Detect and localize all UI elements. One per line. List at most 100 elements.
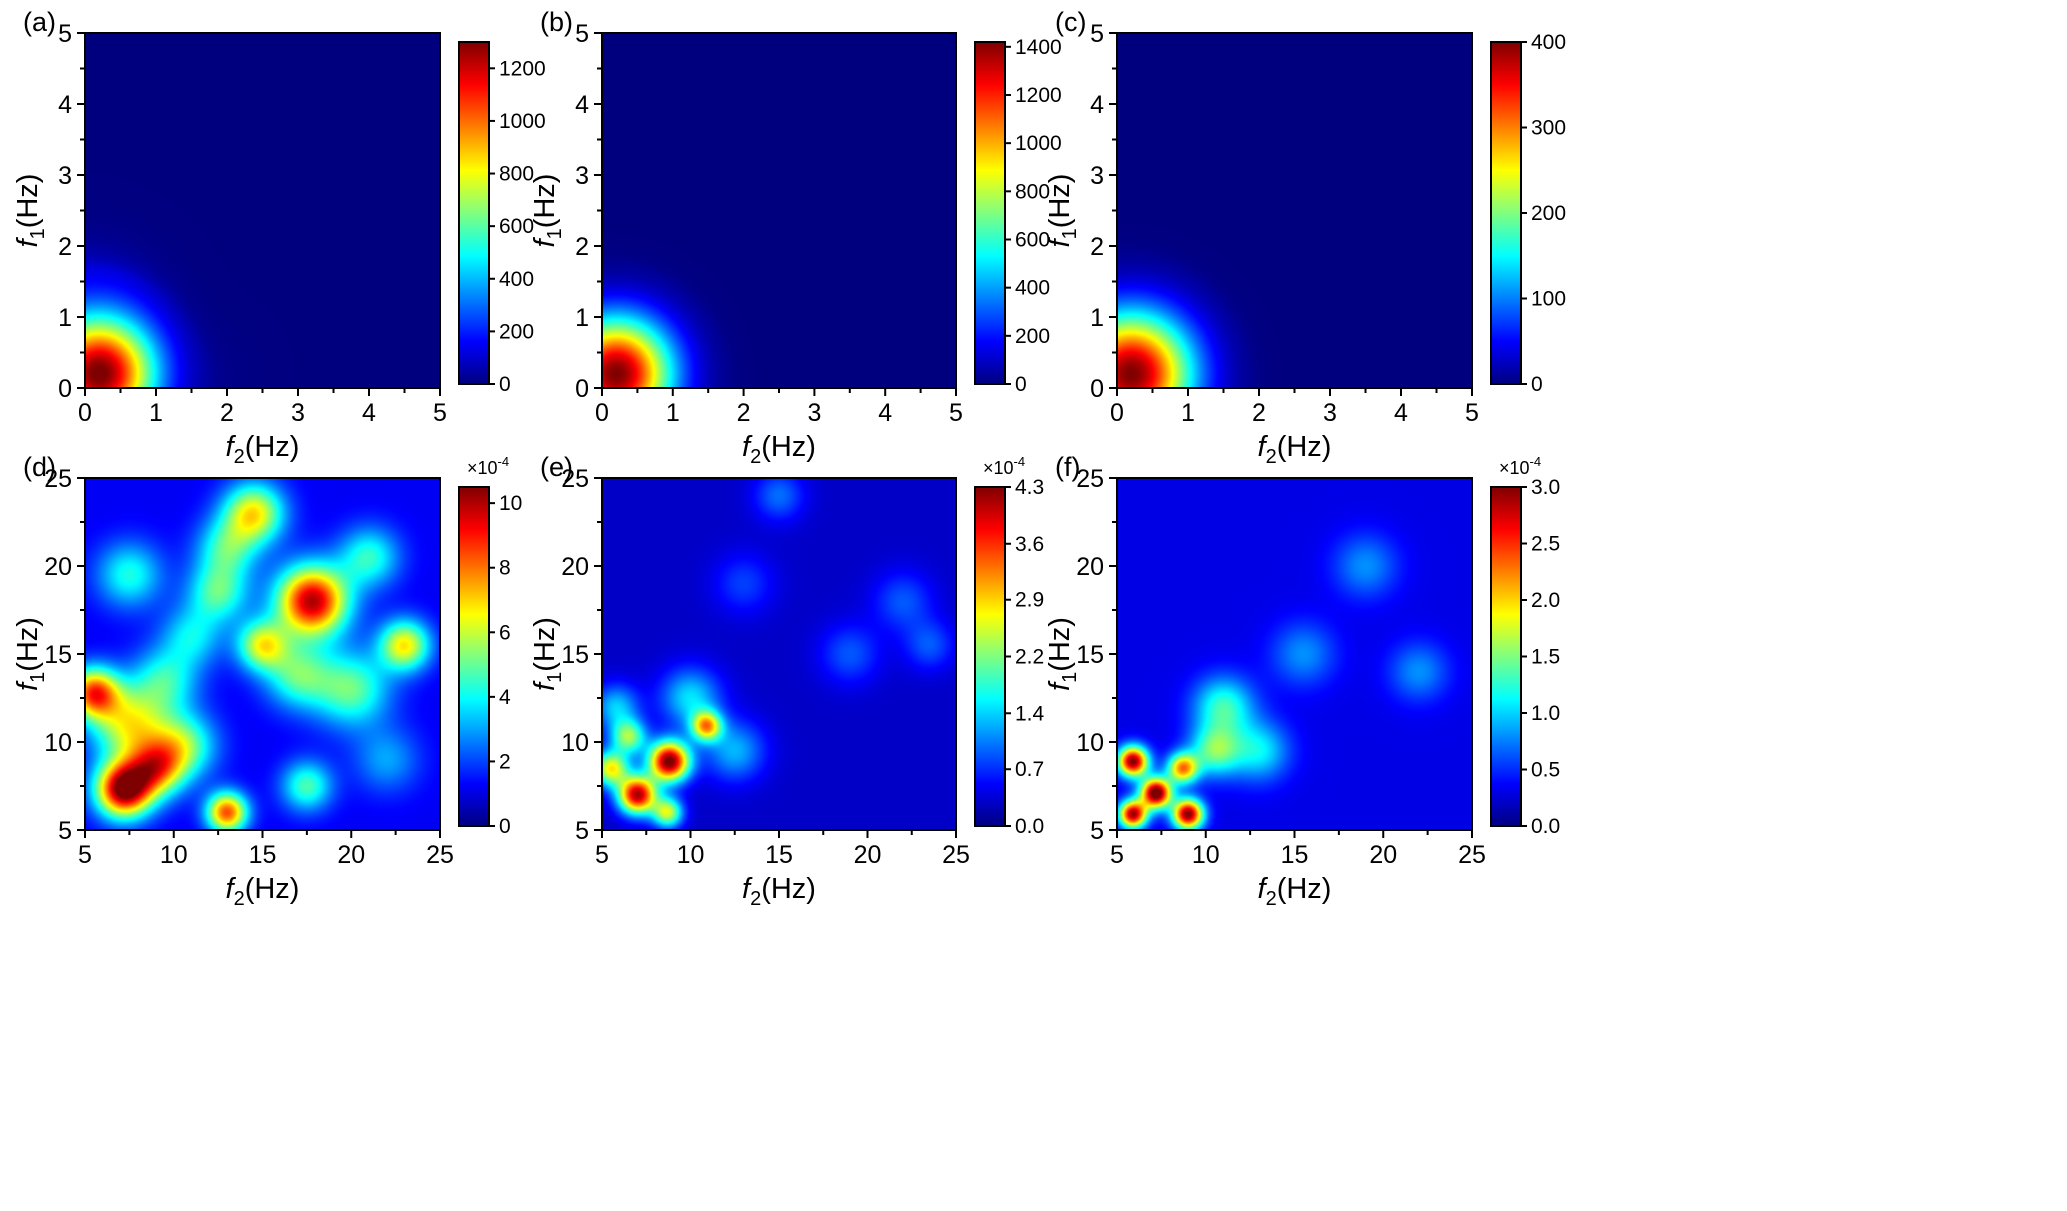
y-axis-title: f1(Hz) <box>12 174 49 248</box>
y-axis-sub: 1 <box>1059 228 1081 239</box>
y-tick-label: 4 <box>575 91 589 119</box>
colorbar-frame <box>458 41 490 385</box>
heatmap-image <box>602 33 956 388</box>
x-axis-sub: 2 <box>234 446 245 468</box>
y-tick-label: 15 <box>44 641 72 669</box>
colorbar-tick-label: 800 <box>499 163 534 186</box>
y-axis-sub: 1 <box>1059 672 1081 683</box>
x-tick-label: 5 <box>1465 399 1479 427</box>
colorbar-tick-label: 10 <box>499 492 522 515</box>
y-tick-label: 20 <box>1076 553 1104 581</box>
panel-label: (d) <box>23 452 56 482</box>
x-tick-label: 5 <box>78 841 92 869</box>
y-tick-label: 5 <box>1090 20 1104 48</box>
x-tick-label: 20 <box>1369 841 1397 869</box>
x-tick-label: 15 <box>765 841 793 869</box>
y-axis-unit: (Hz) <box>12 617 44 672</box>
x-axis-var: f <box>1258 431 1269 463</box>
x-tick-label: 2 <box>1252 399 1266 427</box>
y-tick-label: 15 <box>1076 641 1104 669</box>
x-tick-label: 4 <box>362 399 376 427</box>
colorbar-tick-label: 400 <box>499 268 534 291</box>
x-tick-label: 10 <box>1192 841 1220 869</box>
x-axis-title: f2(Hz) <box>1258 873 1332 910</box>
colorbar-tick-label: 0.0 <box>1015 815 1044 838</box>
colorbar <box>1491 42 1521 384</box>
colorbar-frame <box>458 486 490 827</box>
heatmap-image <box>85 478 440 830</box>
y-axis-unit: (Hz) <box>529 174 561 229</box>
y-tick-label: 4 <box>1090 91 1104 119</box>
x-axis-title: f2(Hz) <box>742 873 816 910</box>
x-tick-label: 2 <box>220 399 234 427</box>
colorbar-tick-label: 600 <box>499 215 534 238</box>
panel-5: 5 10 15 20 25510152025f2(Hz)f1(Hz)(e)0.00.71… <box>529 452 1045 910</box>
x-tick-label: 1 <box>666 399 680 427</box>
y-tick-label: 20 <box>561 553 589 581</box>
y-tick-label: 2 <box>1090 233 1104 261</box>
colorbar-tick-label: 0 <box>499 373 511 396</box>
x-axis-var: f <box>1258 873 1269 905</box>
y-tick-label: 2 <box>58 233 72 261</box>
y-tick-label: 15 <box>561 641 589 669</box>
y-axis-unit: (Hz) <box>529 617 561 672</box>
panel-label: (c) <box>1055 7 1086 37</box>
colorbar-tick-label: 400 <box>1015 277 1050 300</box>
y-axis-var: f <box>12 236 44 247</box>
y-axis-sub: 1 <box>27 228 49 239</box>
x-axis-sub: 2 <box>750 888 761 910</box>
x-axis-unit: (Hz) <box>245 873 300 905</box>
colorbar-frame <box>974 41 1006 385</box>
x-tick-label: 25 <box>1458 841 1486 869</box>
x-tick-label: 1 <box>149 399 163 427</box>
y-tick-label: 4 <box>58 91 72 119</box>
colorbar-tick-label: 0 <box>1531 373 1543 396</box>
x-tick-label: 0 <box>595 399 609 427</box>
panel-label: (f) <box>1055 452 1080 482</box>
x-tick-label: 0 <box>78 399 92 427</box>
y-axis-var: f <box>529 236 561 247</box>
colorbar-tick-label: 0.0 <box>1531 815 1560 838</box>
x-tick-label: 20 <box>854 841 882 869</box>
colorbar-tick-label: 1200 <box>1015 84 1062 107</box>
panel-4: 5 10 15 20 25510152025f2(Hz)f1(Hz)(d)0246810… <box>12 452 522 910</box>
x-tick-label: 3 <box>1323 399 1337 427</box>
y-axis-sub: 1 <box>27 672 49 683</box>
y-tick-label: 5 <box>58 817 72 845</box>
colorbar-tick-label: 1.5 <box>1531 646 1560 669</box>
x-tick-label: 5 <box>595 841 609 869</box>
y-tick-label: 1 <box>575 304 589 332</box>
colorbar-tick-label: 2 <box>499 750 511 773</box>
y-tick-label: 0 <box>1090 375 1104 403</box>
heatmap-image <box>1117 478 1472 830</box>
x-tick-label: 15 <box>249 841 277 869</box>
colorbar-tick-label: 3.0 <box>1531 476 1560 499</box>
colorbar-tick-label: 100 <box>1531 288 1566 311</box>
panel-label: (e) <box>540 452 573 482</box>
colorbar-tick-label: 1.0 <box>1531 702 1560 725</box>
x-tick-label: 0 <box>1110 399 1124 427</box>
y-axis-title: f1(Hz) <box>1044 174 1081 248</box>
y-axis-var: f <box>529 680 561 691</box>
colorbar-tick-label: 600 <box>1015 228 1050 251</box>
x-tick-label: 5 <box>949 399 963 427</box>
y-tick-label: 10 <box>44 729 72 757</box>
y-tick-label: 25 <box>44 465 72 493</box>
y-tick-label: 3 <box>58 162 72 190</box>
heatmap-image <box>85 33 440 388</box>
colorbar-tick-label: 2.9 <box>1015 589 1044 612</box>
x-axis-sub: 2 <box>750 446 761 468</box>
panel-label: (a) <box>23 7 56 37</box>
colorbar-tick-label: 6 <box>499 621 511 644</box>
y-axis-var: f <box>12 680 44 691</box>
y-axis-title: f1(Hz) <box>12 617 49 691</box>
x-tick-label: 10 <box>160 841 188 869</box>
colorbar-tick-label: 2.2 <box>1015 646 1044 669</box>
x-tick-label: 1 <box>1181 399 1195 427</box>
y-axis-sub: 1 <box>544 228 566 239</box>
x-tick-label: 4 <box>878 399 892 427</box>
x-axis-unit: (Hz) <box>1277 431 1332 463</box>
x-tick-label: 3 <box>807 399 821 427</box>
x-axis-title: f2(Hz) <box>226 873 300 910</box>
y-tick-label: 5 <box>575 817 589 845</box>
